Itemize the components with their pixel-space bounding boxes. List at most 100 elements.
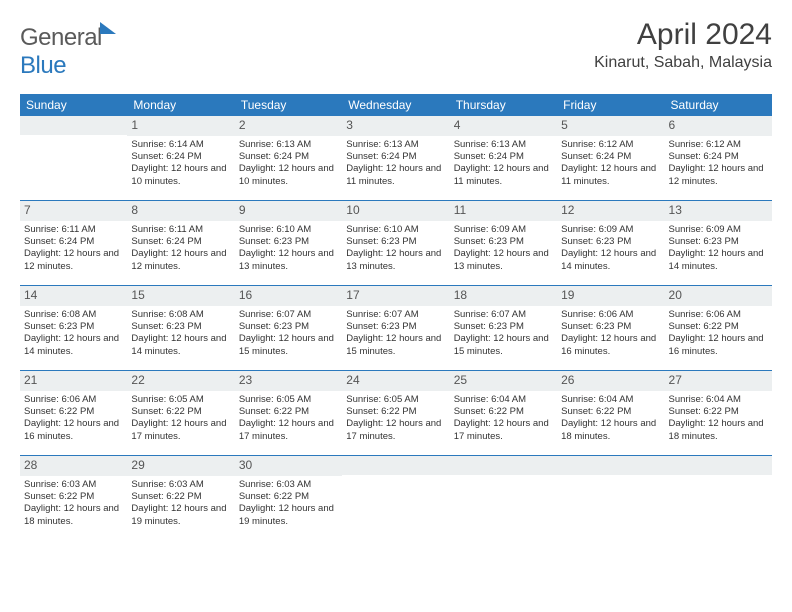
daylight-text: Daylight: 12 hours and 13 minutes. xyxy=(454,248,552,273)
day-number: 22 xyxy=(127,371,234,391)
sunset-text: Sunset: 6:23 PM xyxy=(131,321,229,333)
day-details: Sunrise: 6:10 AMSunset: 6:23 PMDaylight:… xyxy=(235,221,342,277)
sunset-text: Sunset: 6:22 PM xyxy=(561,406,659,418)
daylight-text: Daylight: 12 hours and 15 minutes. xyxy=(346,333,444,358)
day-number: 8 xyxy=(127,201,234,221)
sunset-text: Sunset: 6:23 PM xyxy=(346,321,444,333)
sunset-text: Sunset: 6:23 PM xyxy=(239,321,337,333)
day-cell xyxy=(342,456,449,540)
day-details: Sunrise: 6:12 AMSunset: 6:24 PMDaylight:… xyxy=(665,136,772,192)
day-number: 27 xyxy=(665,371,772,391)
day-cell: 21Sunrise: 6:06 AMSunset: 6:22 PMDayligh… xyxy=(20,371,127,455)
sunset-text: Sunset: 6:23 PM xyxy=(454,236,552,248)
day-number xyxy=(665,456,772,475)
day-cell: 8Sunrise: 6:11 AMSunset: 6:24 PMDaylight… xyxy=(127,201,234,285)
day-cell: 30Sunrise: 6:03 AMSunset: 6:22 PMDayligh… xyxy=(235,456,342,540)
weekday-sat: Saturday xyxy=(665,94,772,116)
title-block: April 2024 Kinarut, Sabah, Malaysia xyxy=(594,18,772,72)
day-details: Sunrise: 6:09 AMSunset: 6:23 PMDaylight:… xyxy=(665,221,772,277)
day-number: 13 xyxy=(665,201,772,221)
day-details: Sunrise: 6:13 AMSunset: 6:24 PMDaylight:… xyxy=(235,136,342,192)
daylight-text: Daylight: 12 hours and 11 minutes. xyxy=(561,163,659,188)
day-details: Sunrise: 6:05 AMSunset: 6:22 PMDaylight:… xyxy=(235,391,342,447)
day-details: Sunrise: 6:13 AMSunset: 6:24 PMDaylight:… xyxy=(450,136,557,192)
day-cell: 11Sunrise: 6:09 AMSunset: 6:23 PMDayligh… xyxy=(450,201,557,285)
logo-part1: General xyxy=(20,24,102,51)
day-cell: 5Sunrise: 6:12 AMSunset: 6:24 PMDaylight… xyxy=(557,116,664,200)
week-row: 7 Sunrise: 6:11 AM Sunset: 6:24 PM Daylight… xyxy=(20,200,772,285)
sunset-text: Sunset: 6:24 PM xyxy=(454,151,552,163)
sunrise-text: Sunrise: 6:11 AM xyxy=(24,224,122,236)
daylight-text: Daylight: 12 hours and 14 minutes. xyxy=(24,333,122,358)
day-details: Sunrise: 6:10 AMSunset: 6:23 PMDaylight:… xyxy=(342,221,449,277)
sunrise-text: Sunrise: 6:13 AM xyxy=(346,139,444,151)
day-details: Sunrise: 6:03 AMSunset: 6:22 PMDaylight:… xyxy=(20,476,127,532)
day-cell xyxy=(450,456,557,540)
sunset-text: Sunset: 6:22 PM xyxy=(669,406,767,418)
weekday-thu: Thursday xyxy=(450,94,557,116)
daylight-text: Daylight: 12 hours and 10 minutes. xyxy=(239,163,337,188)
day-cell: 14Sunrise: 6:08 AMSunset: 6:23 PMDayligh… xyxy=(20,286,127,370)
sunset-text: Sunset: 6:23 PM xyxy=(24,321,122,333)
sunset-text: Sunset: 6:23 PM xyxy=(561,321,659,333)
day-cell xyxy=(20,116,127,200)
week-row: 1Sunrise: 6:14 AMSunset: 6:24 PMDaylight… xyxy=(20,116,772,200)
daylight-text: Daylight: 12 hours and 10 minutes. xyxy=(131,163,229,188)
logo-part2: Blue xyxy=(20,52,66,79)
weekday-sun: Sunday xyxy=(20,94,127,116)
sunrise-text: Sunrise: 6:07 AM xyxy=(239,309,337,321)
day-number: 7 xyxy=(20,201,127,221)
sunset-text: Sunset: 6:22 PM xyxy=(454,406,552,418)
day-number xyxy=(342,456,449,475)
day-number: 11 xyxy=(450,201,557,221)
day-cell: 27Sunrise: 6:04 AMSunset: 6:22 PMDayligh… xyxy=(665,371,772,455)
day-cell: 17Sunrise: 6:07 AMSunset: 6:23 PMDayligh… xyxy=(342,286,449,370)
page: General Blue April 2024 Kinarut, Sabah, … xyxy=(0,0,792,550)
day-number: 12 xyxy=(557,201,664,221)
sunrise-text: Sunrise: 6:05 AM xyxy=(346,394,444,406)
day-number: 29 xyxy=(127,456,234,476)
sunset-text: Sunset: 6:22 PM xyxy=(131,406,229,418)
sunset-text: Sunset: 6:24 PM xyxy=(239,151,337,163)
daylight-text: Daylight: 12 hours and 15 minutes. xyxy=(239,333,337,358)
day-details: Sunrise: 6:07 AMSunset: 6:23 PMDaylight:… xyxy=(450,306,557,362)
day-details: Sunrise: 6:04 AMSunset: 6:22 PMDaylight:… xyxy=(665,391,772,447)
day-number: 23 xyxy=(235,371,342,391)
sunrise-text: Sunrise: 6:04 AM xyxy=(669,394,767,406)
sunrise-text: Sunrise: 6:04 AM xyxy=(561,394,659,406)
day-cell xyxy=(665,456,772,540)
header: General Blue April 2024 Kinarut, Sabah, … xyxy=(20,18,772,80)
daylight-text: Daylight: 12 hours and 17 minutes. xyxy=(131,418,229,443)
sunrise-text: Sunrise: 6:03 AM xyxy=(24,479,122,491)
sunrise-text: Sunrise: 6:08 AM xyxy=(24,309,122,321)
day-number: 19 xyxy=(557,286,664,306)
day-cell: 25Sunrise: 6:04 AMSunset: 6:22 PMDayligh… xyxy=(450,371,557,455)
sunset-text: Sunset: 6:24 PM xyxy=(131,236,229,248)
weekday-fri: Friday xyxy=(557,94,664,116)
day-number: 18 xyxy=(450,286,557,306)
day-number xyxy=(450,456,557,475)
day-details: Sunrise: 6:06 AMSunset: 6:22 PMDaylight:… xyxy=(20,391,127,447)
sunrise-text: Sunrise: 6:03 AM xyxy=(239,479,337,491)
sunset-text: Sunset: 6:23 PM xyxy=(239,236,337,248)
day-details: Sunrise: 6:07 AMSunset: 6:23 PMDaylight:… xyxy=(342,306,449,362)
weekday-mon: Monday xyxy=(127,94,234,116)
day-cell: 7Sunrise: 6:11 AMSunset: 6:24 PMDaylight… xyxy=(20,201,127,285)
daylight-text: Daylight: 12 hours and 13 minutes. xyxy=(346,248,444,273)
day-details: Sunrise: 6:13 AMSunset: 6:24 PMDaylight:… xyxy=(342,136,449,192)
day-number: 9 xyxy=(235,201,342,221)
day-cell: 20Sunrise: 6:06 AMSunset: 6:22 PMDayligh… xyxy=(665,286,772,370)
sunset-text: Sunset: 6:24 PM xyxy=(669,151,767,163)
day-details: Sunrise: 6:03 AMSunset: 6:22 PMDaylight:… xyxy=(127,476,234,532)
daylight-text: Daylight: 12 hours and 17 minutes. xyxy=(454,418,552,443)
day-number: 1 xyxy=(127,116,234,136)
daylight-text: Daylight: 12 hours and 14 minutes. xyxy=(669,248,767,273)
weekday-tue: Tuesday xyxy=(235,94,342,116)
sunrise-text: Sunrise: 6:07 AM xyxy=(454,309,552,321)
daylight-text: Daylight: 12 hours and 14 minutes. xyxy=(131,333,229,358)
sunrise-text: Sunrise: 6:09 AM xyxy=(561,224,659,236)
day-number xyxy=(557,456,664,475)
week-row: 28Sunrise: 6:03 AMSunset: 6:22 PMDayligh… xyxy=(20,455,772,540)
day-cell: 4Sunrise: 6:13 AMSunset: 6:24 PMDaylight… xyxy=(450,116,557,200)
day-cell: 12Sunrise: 6:09 AMSunset: 6:23 PMDayligh… xyxy=(557,201,664,285)
